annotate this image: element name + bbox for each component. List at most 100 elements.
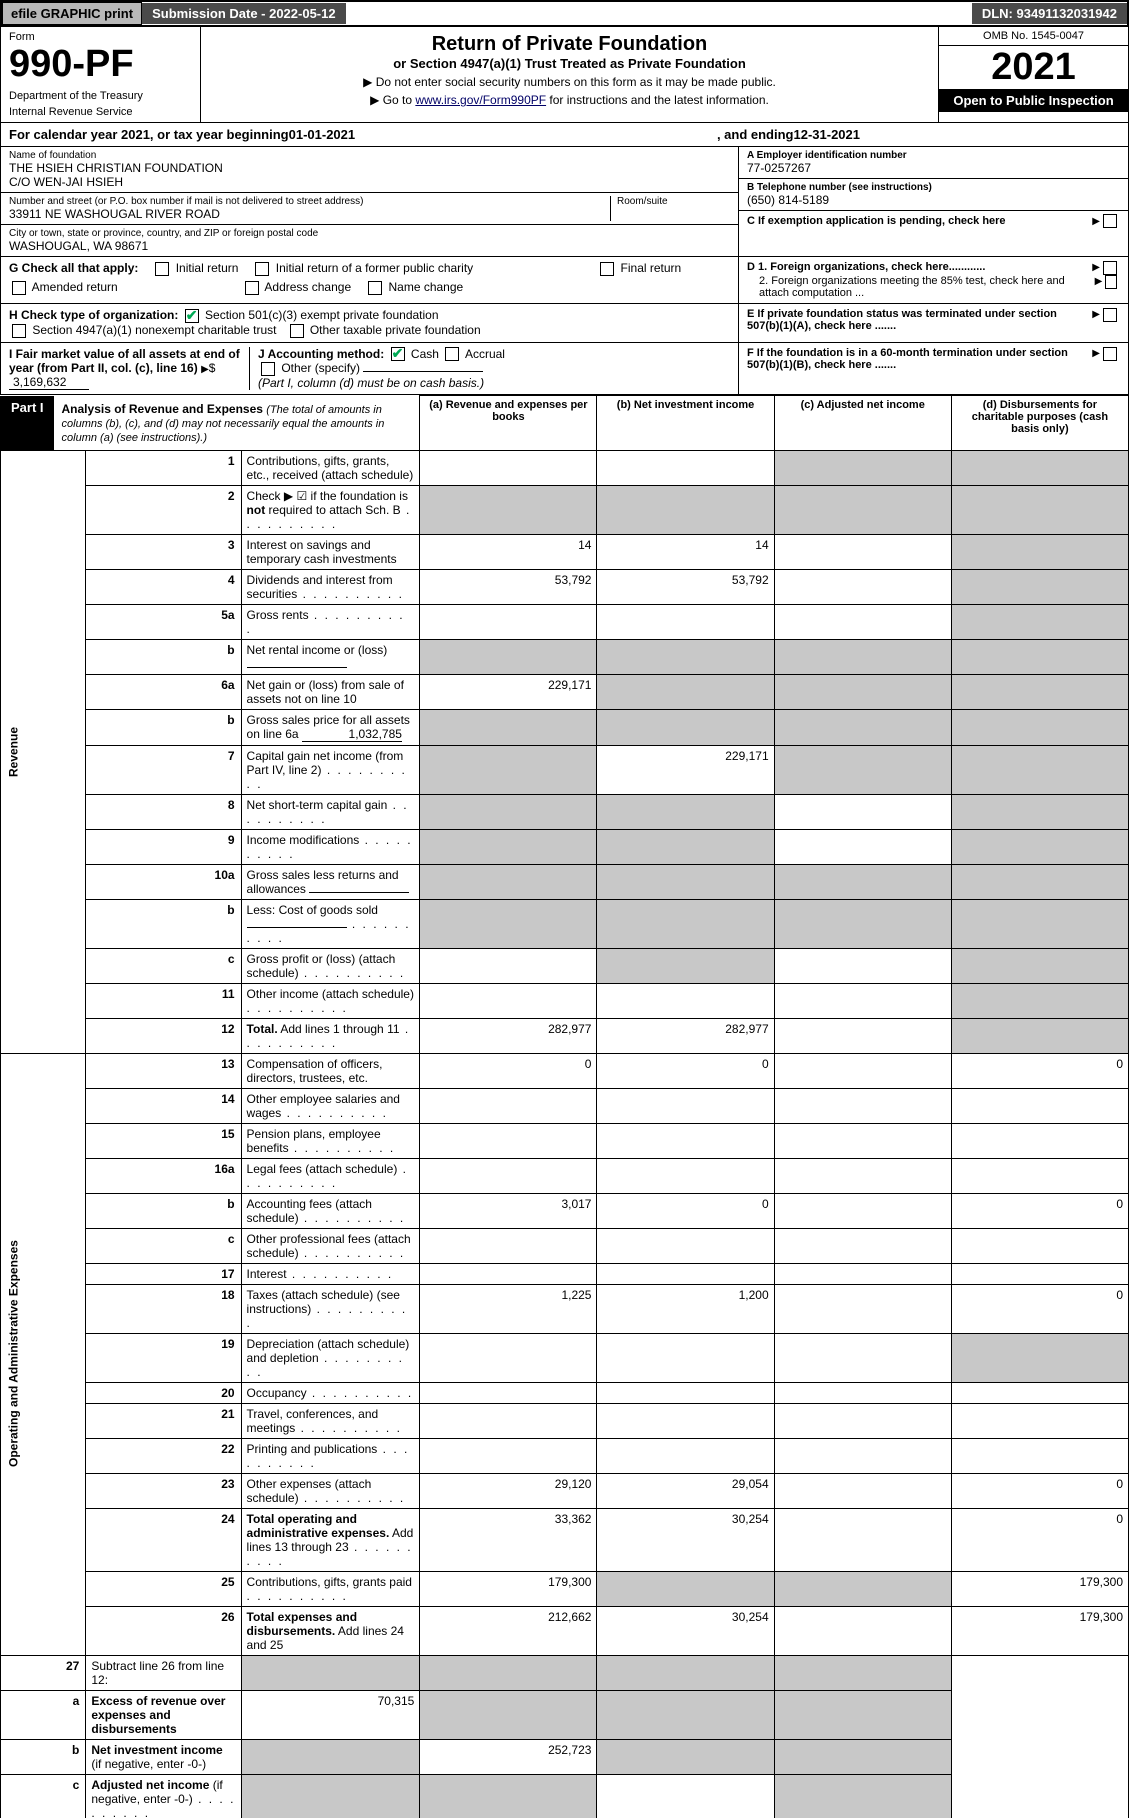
row-desc: Gross rents — [241, 604, 420, 639]
h-501: Section 501(c)(3) exempt private foundat… — [205, 308, 438, 322]
form-header: Form 990-PF Department of the Treasury I… — [0, 27, 1129, 123]
row-desc: Check ▶ ☑ if the foundation is not requi… — [241, 485, 420, 534]
f-label: F If the foundation is in a 60-month ter… — [747, 347, 1092, 371]
row-desc: Occupancy — [241, 1382, 420, 1403]
row-num: c — [1, 1774, 86, 1818]
h-4947: Section 4947(a)(1) nonexempt charitable … — [32, 323, 276, 337]
row-num: b — [1, 1739, 86, 1774]
d2-cb[interactable] — [1105, 275, 1117, 289]
j-accrual-cb[interactable] — [445, 347, 459, 361]
tax-year: 2021 — [939, 46, 1128, 89]
e-cb[interactable] — [1103, 308, 1117, 322]
section-ij-row: I Fair market value of all assets at end… — [0, 343, 1129, 396]
row-num: 3 — [86, 534, 241, 569]
instr2: ▶ Go to www.irs.gov/Form990PF for instru… — [207, 93, 932, 107]
row-desc: Total. Add lines 1 through 11 — [241, 1018, 420, 1053]
f-cb[interactable] — [1103, 347, 1117, 361]
h-label: H Check type of organization: — [9, 308, 178, 322]
row-desc: Gross sales less returns and allowances — [241, 864, 420, 899]
arrow-icon — [1092, 347, 1100, 371]
addr: 33911 NE WASHOUGAL RIVER ROAD — [9, 207, 610, 221]
row-desc: Capital gain net income (from Part IV, l… — [241, 745, 420, 794]
j-cash: Cash — [411, 347, 439, 361]
d1-cb[interactable] — [1103, 261, 1117, 275]
row-desc: Gross sales price for all assets on line… — [241, 709, 420, 745]
row-desc: Income modifications — [241, 829, 420, 864]
i-amount: 3,169,632 — [9, 375, 89, 390]
calendar-year-row: For calendar year 2021, or tax year begi… — [0, 123, 1129, 147]
ein: 77-0257267 — [747, 161, 1120, 175]
part1-label: Part I — [1, 396, 54, 450]
j-other-cb[interactable] — [261, 362, 275, 376]
row-desc: Taxes (attach schedule) (see instruction… — [241, 1284, 420, 1333]
form-title: Return of Private Foundation — [207, 33, 932, 56]
row-desc: Travel, conferences, and meetings — [241, 1403, 420, 1438]
row-num: 8 — [86, 794, 241, 829]
row-num: 2 — [86, 485, 241, 534]
h-4947-cb[interactable] — [12, 324, 26, 338]
h-501-cb[interactable] — [185, 309, 199, 323]
row-desc: Net investment income (if negative, ente… — [86, 1739, 241, 1774]
row-num: 23 — [86, 1473, 241, 1508]
row-num: 19 — [86, 1333, 241, 1382]
name-label: Name of foundation — [9, 150, 730, 161]
d2-label: 2. Foreign organizations meeting the 85%… — [759, 275, 1095, 299]
g-label: G Check all that apply: — [9, 261, 138, 276]
irs: Internal Revenue Service — [9, 106, 192, 118]
submission-date: Submission Date - 2022-05-12 — [142, 3, 346, 24]
j-cash-cb[interactable] — [391, 347, 405, 361]
row-desc: Compensation of officers, directors, tru… — [241, 1053, 420, 1088]
g4: Address change — [264, 280, 351, 294]
room-label: Room/suite — [617, 196, 730, 207]
row-num: 17 — [86, 1263, 241, 1284]
g-address[interactable] — [245, 281, 259, 295]
h-other: Other taxable private foundation — [310, 323, 481, 337]
g-amended[interactable] — [12, 281, 26, 295]
dln: DLN: 93491132031942 — [972, 3, 1127, 24]
ein-label: A Employer identification number — [747, 150, 907, 161]
j-label: J Accounting method: — [258, 347, 384, 361]
cal-end: 12-31-2021 — [794, 127, 861, 142]
row-num: 25 — [86, 1571, 241, 1606]
g-initial[interactable] — [155, 262, 169, 276]
row-num: b — [86, 899, 241, 948]
city: WASHOUGAL, WA 98671 — [9, 239, 730, 253]
col-b: (b) Net investment income — [597, 396, 774, 451]
row-num: 4 — [86, 569, 241, 604]
g-name[interactable] — [368, 281, 382, 295]
row-desc: Contributions, gifts, grants paid — [241, 1571, 420, 1606]
row-num: 14 — [86, 1088, 241, 1123]
g-initial-former[interactable] — [255, 262, 269, 276]
row-desc: Total expenses and disbursements. Add li… — [241, 1606, 420, 1655]
g1: Initial return of a former public charit… — [276, 261, 473, 275]
city-label: City or town, state or province, country… — [9, 228, 730, 239]
row-num: 10a — [86, 864, 241, 899]
part1-table: Part I Analysis of Revenue and Expenses … — [0, 395, 1129, 1818]
instr2-post: for instructions and the latest informat… — [549, 93, 768, 107]
row-desc: Net gain or (loss) from sale of assets n… — [241, 674, 420, 709]
form-number: 990-PF — [9, 43, 192, 86]
row-num: 20 — [86, 1382, 241, 1403]
g2: Final return — [621, 261, 682, 275]
instr-link[interactable]: www.irs.gov/Form990PF — [415, 93, 546, 107]
row-num: 21 — [86, 1403, 241, 1438]
row-desc: Excess of revenue over expenses and disb… — [86, 1690, 241, 1739]
row-num: 16a — [86, 1158, 241, 1193]
col-c: (c) Adjusted net income — [774, 396, 951, 451]
dept: Department of the Treasury — [9, 90, 192, 102]
row-num: c — [86, 1228, 241, 1263]
row-num: 18 — [86, 1284, 241, 1333]
row-num: b — [86, 709, 241, 745]
col-a: (a) Revenue and expenses per books — [420, 396, 597, 451]
j-note: (Part I, column (d) must be on cash basi… — [258, 376, 484, 390]
h-other-cb[interactable] — [290, 324, 304, 338]
c-checkbox[interactable] — [1103, 214, 1117, 228]
row-desc: Net rental income or (loss) — [241, 639, 420, 674]
row-desc: Other employee salaries and wages — [241, 1088, 420, 1123]
omb: OMB No. 1545-0047 — [939, 27, 1128, 46]
row-num: 1 — [86, 450, 241, 485]
d1-label: D 1. Foreign organizations, check here..… — [747, 261, 985, 275]
g-final[interactable] — [600, 262, 614, 276]
efile-btn[interactable]: efile GRAPHIC print — [2, 2, 142, 25]
row-num: 7 — [86, 745, 241, 794]
